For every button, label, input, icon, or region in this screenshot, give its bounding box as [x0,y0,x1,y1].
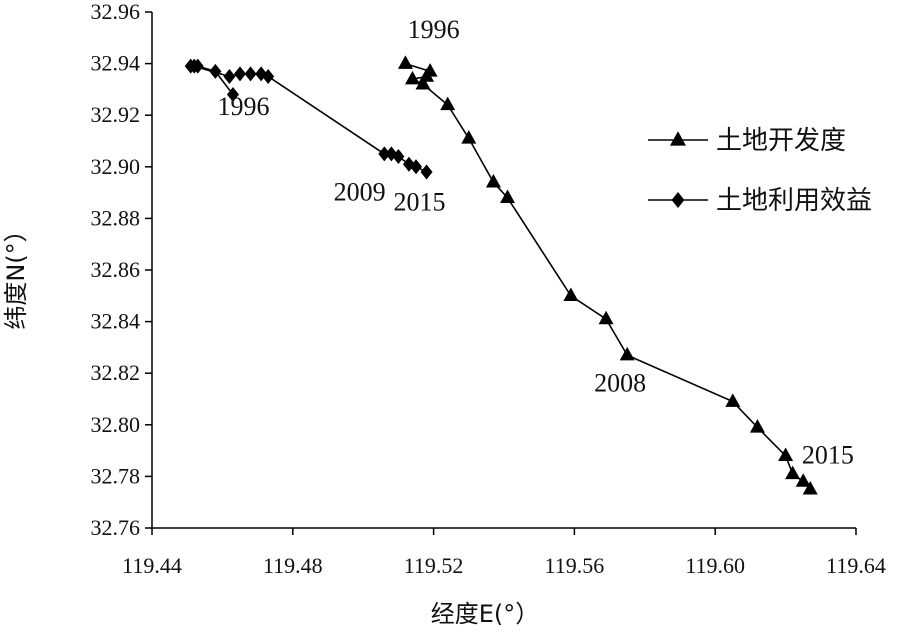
data-point [598,310,614,325]
y-axis-title: 纬度N(°） [2,218,30,329]
year-annotation: 1996 [408,15,460,44]
axes: 32.76 32.78 32.80 32.82 32.84 32.86 32.88 32.90… [91,0,886,578]
data-point [223,69,236,84]
y-tick-label: 32.84 [91,309,141,334]
data-point [778,447,794,462]
data-point [440,96,456,111]
data-point [420,164,433,180]
data-point [795,473,811,487]
data-point [500,189,516,204]
legend-label: 土地开发度 [716,126,846,156]
x-tick-label: 119.60 [685,553,745,578]
data-point [563,287,579,302]
y-tick-label: 32.78 [91,463,141,488]
x-tick-label: 119.52 [404,553,464,578]
data-point [725,393,741,407]
y-tick-label: 32.86 [91,257,141,282]
data-point [188,58,201,74]
data-point [749,419,765,433]
y-tick-label: 32.80 [91,412,141,437]
legend-marker-icon [670,131,686,146]
data-point [619,346,635,361]
y-tick-label: 32.90 [91,154,141,179]
year-annotation: 2009 [334,177,386,206]
x-tick-label: 119.44 [122,553,182,578]
data-point [415,75,431,90]
data-point [410,159,422,175]
year-annotation: 2015 [394,188,446,217]
series-2 [184,58,433,180]
data-point [461,130,477,144]
data-point [404,70,420,85]
data-point [234,66,246,82]
x-tick-label: 119.56 [545,553,605,578]
data-point [397,55,413,69]
year-annotation: 2008 [594,368,646,397]
data-point [209,63,222,79]
data-point [262,69,275,84]
legend-label: 土地利用效益 [716,186,872,216]
series-1 [397,55,818,495]
legend-marker-icon [671,192,685,208]
y-tick-label: 32.92 [91,102,141,127]
y-tick-label: 32.94 [91,51,141,76]
data-point [802,481,818,495]
data-point [378,146,391,162]
x-tick-label: 119.48 [263,553,323,578]
data-point [392,148,405,164]
year-annotation: 1996 [218,92,270,121]
data-point [785,465,801,480]
legend-item: 土地开发度 [648,126,846,156]
x-axis-title: 经度E(°） [431,600,540,628]
legend-item: 土地利用效益 [648,186,872,216]
y-tick-label: 32.96 [91,0,141,24]
data-point [226,87,239,103]
data-point [485,174,501,188]
year-annotation: 2015 [802,441,854,470]
annotation-layer: 1996 1996 2009 2015 2008 2015 [218,15,854,470]
series-layer [184,55,818,495]
data-point [244,66,257,82]
x-tick-label: 119.64 [826,553,886,578]
y-tick-label: 32.88 [91,205,141,230]
y-tick-label: 32.76 [91,515,141,540]
y-tick-label: 32.82 [91,360,141,385]
